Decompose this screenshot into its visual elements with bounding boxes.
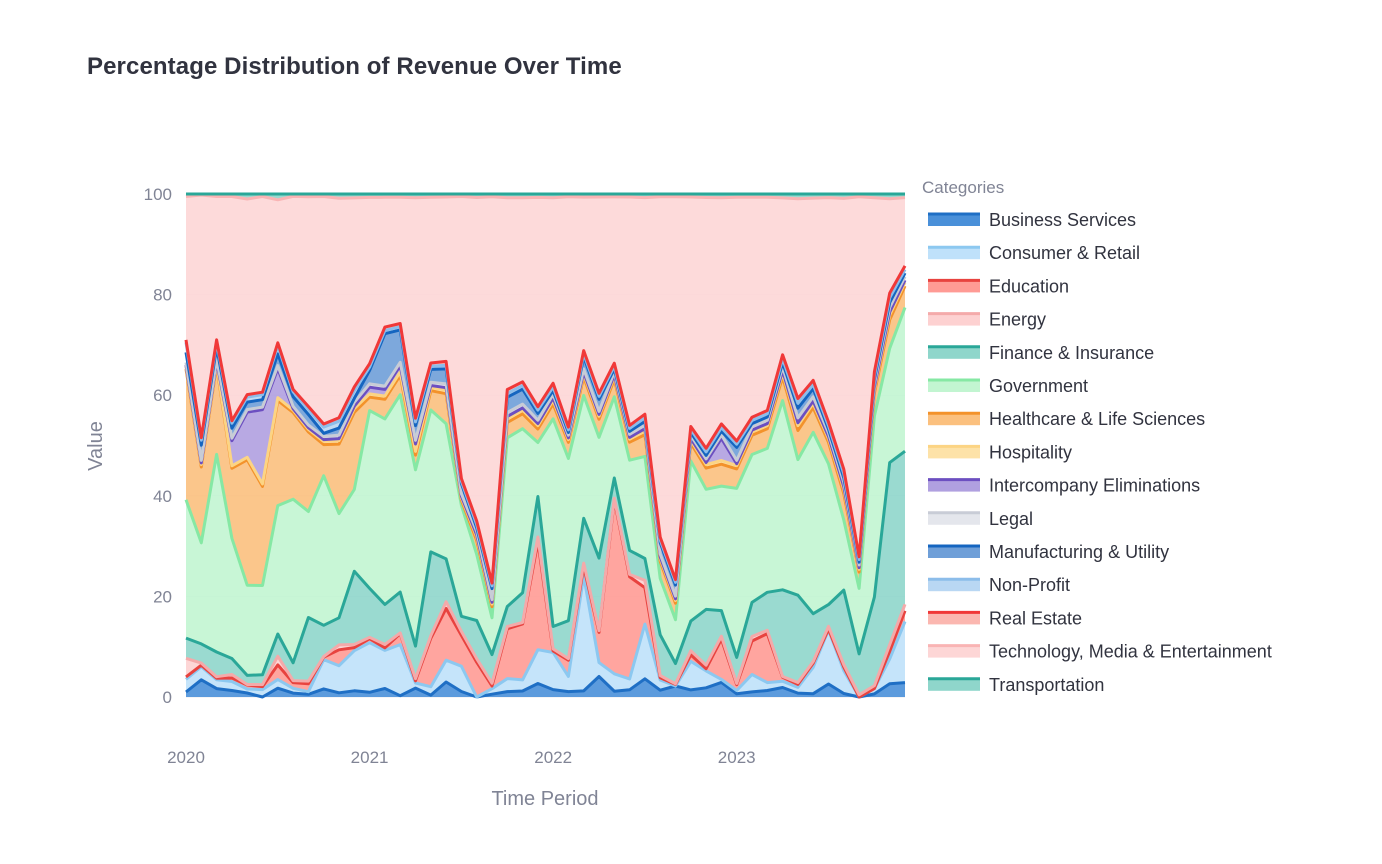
legend-label: Intercompany Eliminations bbox=[989, 476, 1200, 496]
legend-item-consumer-retail[interactable]: Consumer & Retail bbox=[928, 243, 1140, 263]
legend-label: Consumer & Retail bbox=[989, 243, 1140, 263]
legend-item-non-profit[interactable]: Non-Profit bbox=[928, 575, 1070, 595]
x-tick-label: 2021 bbox=[351, 748, 389, 767]
area-series bbox=[186, 194, 905, 697]
legend-label: Legal bbox=[989, 509, 1033, 529]
legend-label: Business Services bbox=[989, 210, 1136, 230]
legend-swatch bbox=[928, 380, 980, 392]
legend-item-education[interactable]: Education bbox=[928, 276, 1069, 296]
legend-item-transportation[interactable]: Transportation bbox=[928, 675, 1104, 695]
series-lines bbox=[184, 192, 907, 699]
legend-swatch bbox=[928, 546, 980, 558]
legend-label: Healthcare & Life Sciences bbox=[989, 409, 1205, 429]
line-technology-media-entertainment bbox=[185, 193, 906, 202]
y-tick-label: 0 bbox=[163, 688, 172, 707]
x-tick-label: 2023 bbox=[718, 748, 756, 767]
y-axis-label: Value bbox=[85, 421, 107, 471]
legend-item-energy[interactable]: Energy bbox=[928, 310, 1046, 330]
legend-label: Finance & Insurance bbox=[989, 343, 1154, 363]
line-consumer-retail bbox=[185, 574, 907, 699]
legend-item-finance-insurance[interactable]: Finance & Insurance bbox=[928, 343, 1154, 363]
y-tick-label: 100 bbox=[144, 185, 172, 204]
legend-swatch bbox=[928, 247, 980, 260]
area-consumer-retail[interactable] bbox=[186, 576, 905, 697]
area-non-profit[interactable] bbox=[186, 269, 905, 589]
legend-swatch bbox=[928, 678, 980, 691]
legend-item-business-services[interactable]: Business Services bbox=[928, 210, 1136, 230]
legend-swatch bbox=[928, 612, 980, 625]
line-finance-insurance bbox=[185, 449, 906, 677]
y-tick-label: 60 bbox=[153, 386, 172, 405]
legend-title: Categories bbox=[922, 178, 1004, 197]
legend-item-real-estate[interactable]: Real Estate bbox=[928, 608, 1082, 628]
legend-swatch bbox=[928, 214, 980, 226]
legend-label: Technology, Media & Entertainment bbox=[989, 642, 1272, 662]
y-axis-ticks: 0 20 40 60 80 100 bbox=[144, 185, 172, 707]
legend-item-legal[interactable]: Legal bbox=[928, 509, 1033, 529]
y-tick-label: 80 bbox=[153, 286, 172, 305]
line-real-estate bbox=[184, 265, 907, 585]
legend-swatch bbox=[928, 313, 980, 326]
area-healthcare-life-sciences[interactable] bbox=[186, 286, 905, 620]
legend-swatch bbox=[928, 479, 980, 492]
y-tick-label: 40 bbox=[153, 487, 172, 506]
legend-item-healthcare-life-sciences[interactable]: Healthcare & Life Sciences bbox=[928, 409, 1205, 429]
legend-label: Non-Profit bbox=[989, 575, 1070, 595]
legend-label: Transportation bbox=[989, 675, 1104, 695]
x-axis-ticks: 2020 2021 2022 2023 bbox=[167, 748, 756, 767]
legend-swatch bbox=[928, 512, 980, 525]
x-axis-label: Time Period bbox=[491, 788, 598, 810]
legend-swatch bbox=[928, 280, 980, 293]
legend-label: Real Estate bbox=[989, 608, 1082, 628]
line-business-services bbox=[185, 675, 906, 699]
legend-item-manufacturing-utility[interactable]: Manufacturing & Utility bbox=[928, 542, 1169, 562]
legend-label: Energy bbox=[989, 310, 1046, 330]
legend-swatch bbox=[928, 645, 980, 658]
chart-title: Percentage Distribution of Revenue Over … bbox=[87, 53, 622, 80]
legend[interactable]: Categories Business Services Consumer & R… bbox=[922, 178, 1272, 695]
legend-swatch bbox=[928, 446, 980, 459]
legend-swatch bbox=[928, 579, 980, 592]
legend-item-intercompany-eliminations[interactable]: Intercompany Eliminations bbox=[928, 476, 1200, 496]
line-government bbox=[184, 306, 907, 622]
legend-label: Government bbox=[989, 376, 1088, 396]
legend-item-government[interactable]: Government bbox=[928, 376, 1088, 396]
legend-item-technology-media-entertainment[interactable]: Technology, Media & Entertainment bbox=[928, 642, 1272, 662]
legend-label: Manufacturing & Utility bbox=[989, 542, 1169, 562]
legend-label: Education bbox=[989, 276, 1069, 296]
legend-swatch bbox=[928, 413, 980, 426]
area-technology-media-entertainment[interactable] bbox=[186, 195, 905, 584]
x-tick-label: 2020 bbox=[167, 748, 205, 767]
legend-item-hospitality[interactable]: Hospitality bbox=[928, 442, 1072, 462]
line-energy bbox=[185, 496, 907, 697]
legend-swatch bbox=[928, 346, 980, 359]
x-tick-label: 2022 bbox=[534, 748, 572, 767]
line-legal bbox=[184, 275, 907, 602]
y-tick-label: 20 bbox=[153, 587, 172, 606]
legend-label: Hospitality bbox=[989, 442, 1072, 462]
